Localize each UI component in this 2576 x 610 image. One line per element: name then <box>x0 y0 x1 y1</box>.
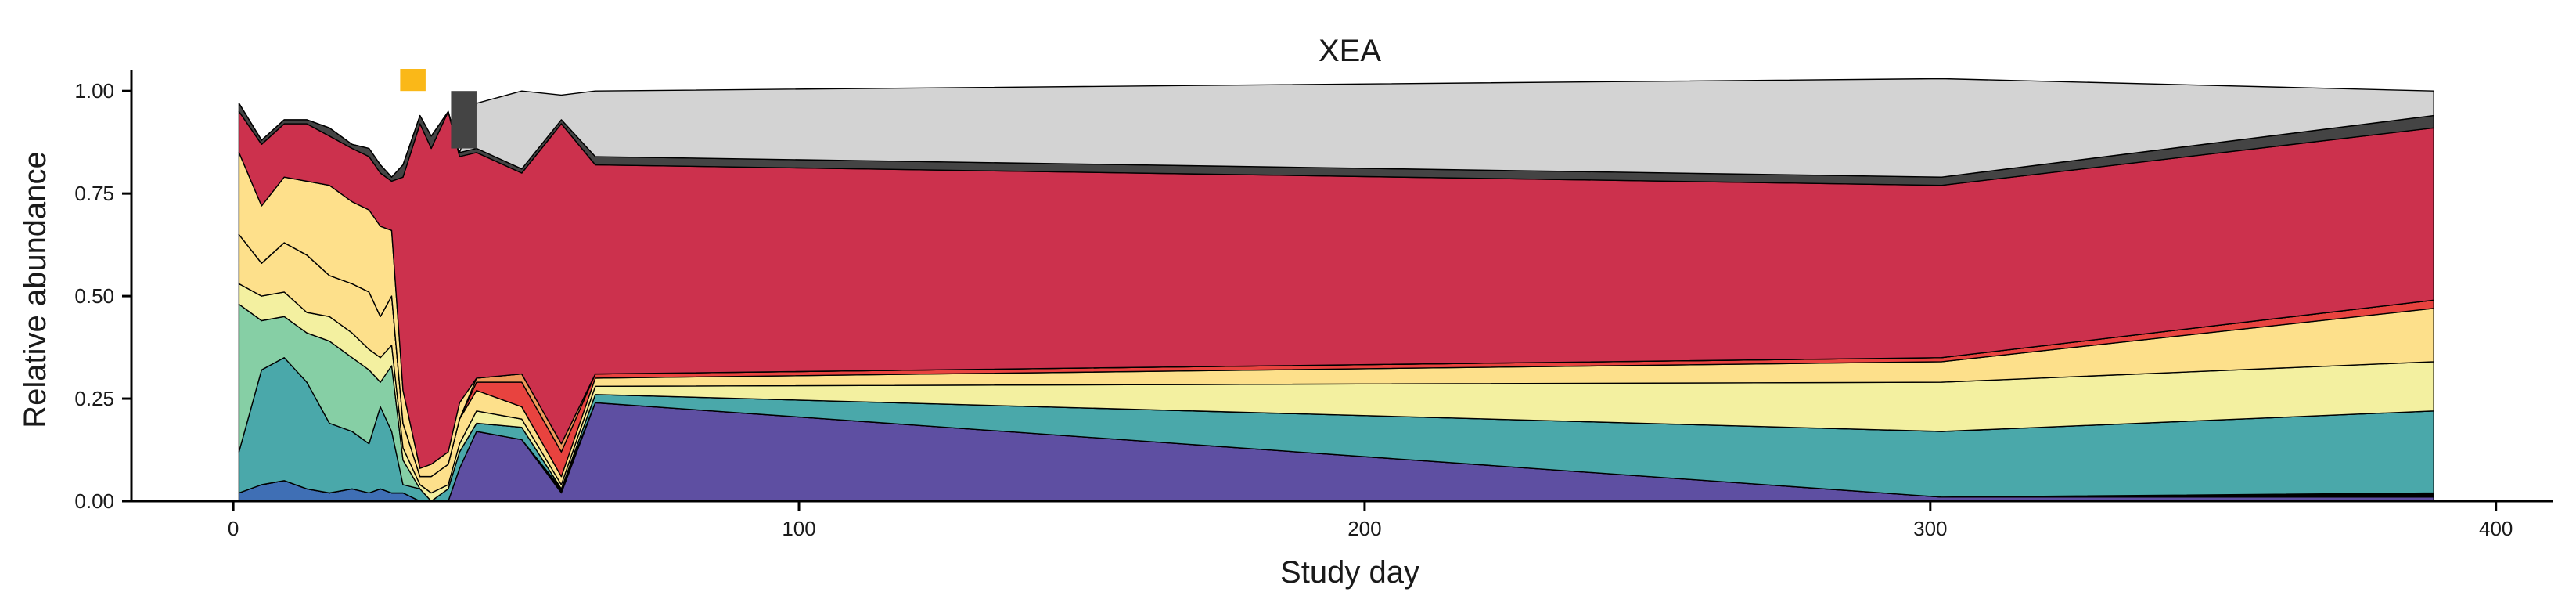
y-axis-title: Relative abundance <box>18 151 52 428</box>
y-tick-label: 0.25 <box>74 387 114 410</box>
area-band-13 <box>238 78 2434 178</box>
x-tick-label: 200 <box>1347 517 1381 540</box>
x-tick-label: 400 <box>2479 517 2513 540</box>
highlight-bar-1 <box>400 69 426 92</box>
chart-title: XEA <box>1319 34 1381 68</box>
x-axis: 0 100 200 300 400 <box>131 500 2553 540</box>
x-tick-label: 100 <box>782 517 815 540</box>
plot-area <box>238 69 2434 502</box>
highlight-bar-2 <box>451 91 477 149</box>
x-tick-label: 0 <box>228 517 239 540</box>
y-tick-label: 0.50 <box>74 284 114 308</box>
y-tick-label: 0.00 <box>74 489 114 513</box>
y-tick-label: 1.00 <box>74 79 114 103</box>
y-tick-label: 0.75 <box>74 182 114 205</box>
y-axis: 0.00 0.25 0.50 0.75 1.00 <box>74 70 133 513</box>
x-tick-label: 300 <box>1913 517 1947 540</box>
x-axis-title: Study day <box>1280 555 1419 590</box>
